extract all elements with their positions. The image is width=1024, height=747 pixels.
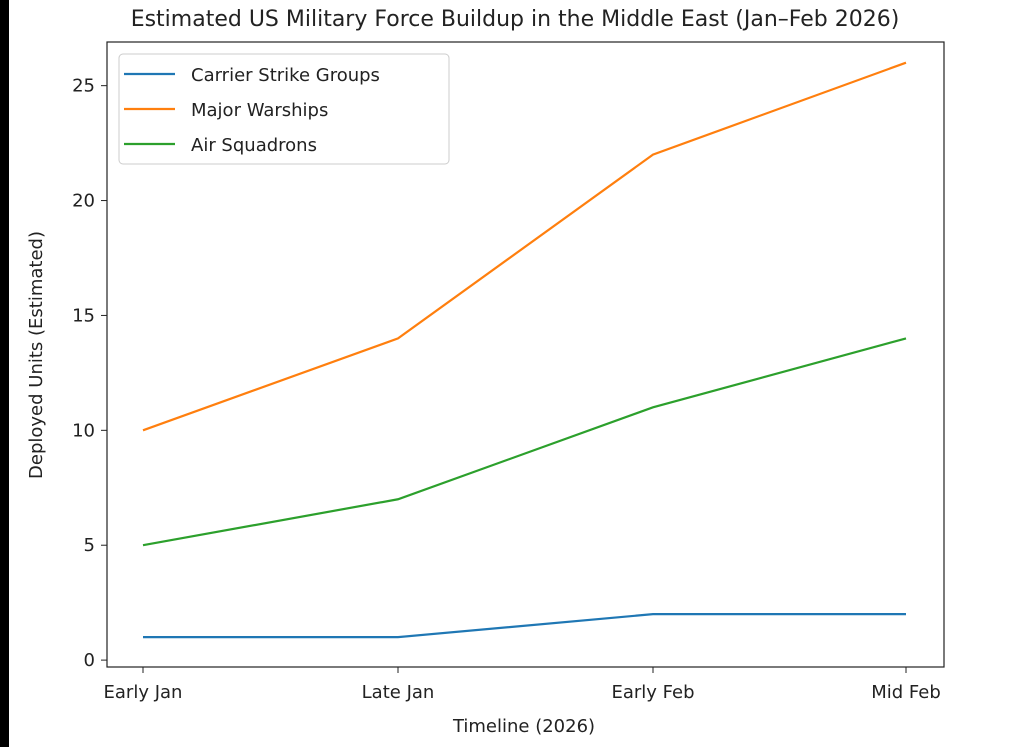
screen-edge <box>0 0 9 747</box>
y-tick-label: 20 <box>72 191 95 212</box>
series-line-carrier-strike-groups <box>143 613 906 639</box>
series-line-major-warships <box>142 61 907 432</box>
x-axis-label: Timeline (2026) <box>452 716 595 737</box>
chart-title: Estimated US Military Force Buildup in t… <box>131 7 900 32</box>
y-tick-label: 0 <box>84 650 95 671</box>
plot-frame <box>106 41 945 668</box>
series-line-air-squadrons <box>142 337 907 547</box>
legend-box <box>118 53 450 165</box>
x-tick-label: Mid Feb <box>871 682 941 703</box>
x-tick-label: Late Jan <box>362 682 435 703</box>
legend-label: Air Squadrons <box>191 135 317 156</box>
legend-label: Major Warships <box>191 100 328 121</box>
y-tick-label: 10 <box>72 420 95 441</box>
legend-label: Carrier Strike Groups <box>191 65 380 86</box>
y-tick-label: 15 <box>72 305 95 326</box>
y-axis-label: Deployed Units (Estimated) <box>26 231 47 479</box>
x-tick-label: Early Feb <box>611 682 694 703</box>
x-tick-label: Early Jan <box>104 682 183 703</box>
y-tick-label: 25 <box>72 76 95 97</box>
y-tick-label: 5 <box>84 535 95 556</box>
